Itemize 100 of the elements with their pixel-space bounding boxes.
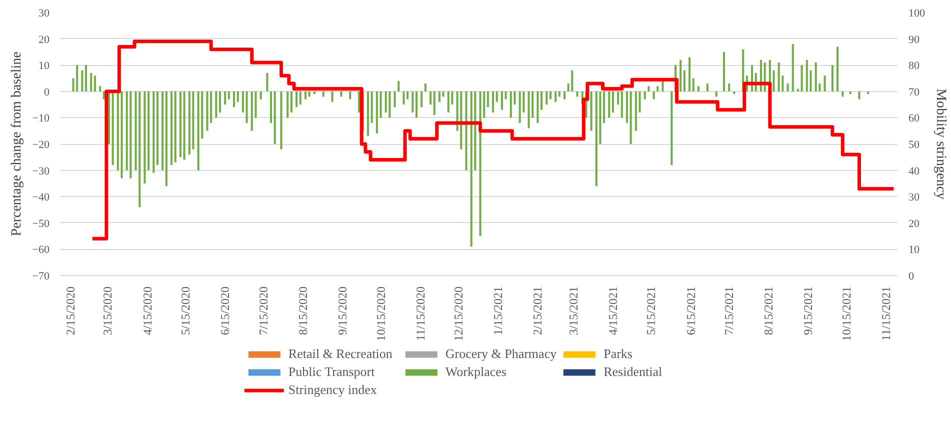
bar xyxy=(680,60,682,92)
bar xyxy=(438,91,440,102)
bar xyxy=(644,91,646,100)
bar xyxy=(670,91,673,166)
bar xyxy=(296,91,298,108)
bar xyxy=(290,91,292,112)
y2-tick-label: 0 xyxy=(908,270,914,282)
bar xyxy=(652,91,655,100)
x-tick-label: 1/15/2021 xyxy=(491,286,506,336)
bar xyxy=(402,91,405,105)
bar xyxy=(546,91,548,105)
y2-tick-label: 50 xyxy=(908,139,920,151)
bar xyxy=(406,91,409,100)
y2-tick-label: 70 xyxy=(908,86,920,98)
y-tick-label: −50 xyxy=(32,218,50,230)
bar xyxy=(366,91,370,136)
bar xyxy=(394,91,396,108)
x-tick-label: 3/15/2020 xyxy=(100,286,115,336)
bar xyxy=(349,91,352,100)
x-tick-label: 10/15/2020 xyxy=(374,286,388,342)
bar xyxy=(424,84,426,92)
bar xyxy=(608,91,610,118)
bar xyxy=(528,91,530,128)
legend-label: Parks xyxy=(604,346,634,362)
x-tick-label: 6/15/2020 xyxy=(218,286,232,336)
y2-axis-title: Mobility stringency xyxy=(933,88,948,200)
bar xyxy=(656,86,659,92)
x-tick-label: 8/15/2020 xyxy=(296,286,310,336)
bar xyxy=(99,86,102,92)
bar xyxy=(595,91,598,186)
bar xyxy=(867,91,870,94)
bar xyxy=(447,91,450,112)
bar xyxy=(130,91,132,178)
y2-tick-label: 10 xyxy=(908,244,920,256)
bar xyxy=(188,91,190,155)
bar xyxy=(266,72,268,92)
bar xyxy=(250,91,253,131)
y-tick-label: −60 xyxy=(32,244,50,256)
bar xyxy=(806,60,808,92)
y-tick-label: 10 xyxy=(38,60,50,72)
x-tick-label: 4/15/2020 xyxy=(140,286,154,336)
bar xyxy=(612,91,614,112)
bar xyxy=(165,91,168,186)
bar xyxy=(563,91,566,100)
bar xyxy=(492,91,494,112)
x-tick-label: 2/15/2021 xyxy=(530,286,545,336)
bar xyxy=(94,76,96,92)
x-tick-label: 9/15/2020 xyxy=(335,286,350,336)
bar xyxy=(81,70,84,92)
bar xyxy=(715,91,718,97)
bar xyxy=(236,91,239,102)
bar xyxy=(162,91,164,170)
bar xyxy=(156,91,158,166)
bar xyxy=(398,80,400,92)
x-tick-label: 2/15/2020 xyxy=(64,286,78,336)
bar xyxy=(536,91,539,123)
y2-tick-label: 100 xyxy=(908,8,926,20)
bar xyxy=(246,91,248,123)
bar xyxy=(540,91,543,110)
bar xyxy=(576,91,578,97)
x-tick-label: 10/15/2021 xyxy=(839,286,854,342)
bar xyxy=(549,91,552,100)
y-tick-label: −30 xyxy=(32,165,50,178)
bar xyxy=(510,91,512,118)
bar xyxy=(233,91,236,108)
bar xyxy=(376,91,378,134)
bar xyxy=(152,91,155,173)
bar xyxy=(697,86,700,92)
bar xyxy=(429,91,432,105)
bar xyxy=(197,91,200,170)
bar xyxy=(76,65,78,92)
bar xyxy=(179,91,182,158)
y-axis-title: Percentage change from baseline xyxy=(9,52,24,236)
legend-label: Public Transport xyxy=(288,364,376,380)
bar xyxy=(814,62,817,92)
bar xyxy=(683,70,686,92)
bar xyxy=(206,91,208,131)
bar xyxy=(728,84,730,92)
bar xyxy=(170,91,173,166)
legend-label: Workplaces xyxy=(445,364,508,380)
bar xyxy=(792,44,794,92)
y-tick-label: −70 xyxy=(32,270,50,282)
bar xyxy=(796,88,799,92)
legend-label: Grocery & Pharmacy xyxy=(445,346,557,362)
bar xyxy=(299,91,302,105)
bar xyxy=(388,91,391,118)
bar xyxy=(120,91,123,178)
bar xyxy=(688,57,691,92)
bar xyxy=(486,91,489,108)
bar xyxy=(228,91,230,100)
bar xyxy=(218,91,222,112)
bar xyxy=(479,91,482,236)
bar xyxy=(706,84,708,92)
x-tick-label: 6/15/2021 xyxy=(684,286,698,336)
bar xyxy=(824,76,826,92)
bar xyxy=(415,91,418,118)
bar xyxy=(786,84,789,92)
x-tick-label: 3/15/2021 xyxy=(566,286,580,336)
bar xyxy=(617,91,620,105)
bar xyxy=(496,91,498,102)
